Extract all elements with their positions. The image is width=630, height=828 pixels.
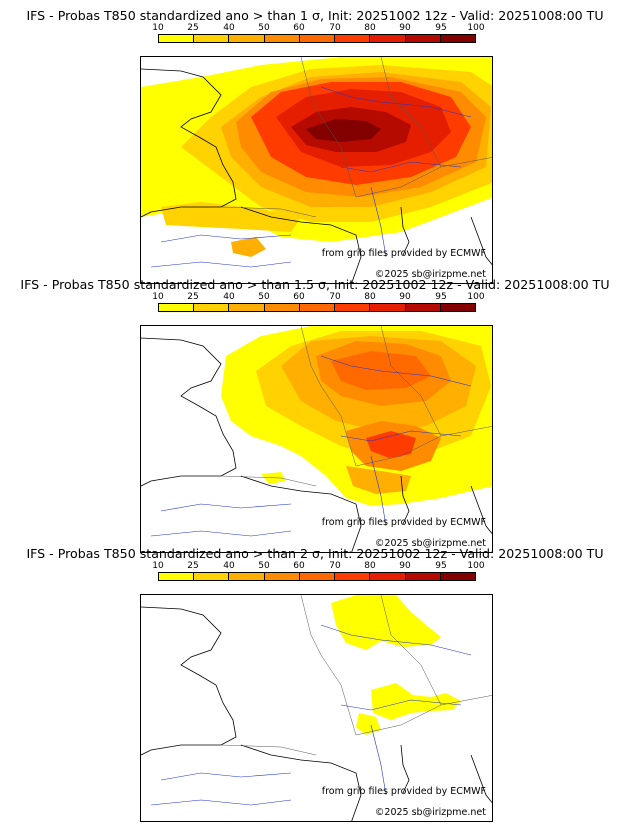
color-segment bbox=[229, 573, 265, 580]
panel-title: IFS - Probas T850 standardized ano > tha… bbox=[26, 546, 604, 561]
color-segment bbox=[264, 304, 300, 311]
coastline bbox=[141, 337, 492, 552]
scale-tick: 100 bbox=[467, 23, 485, 33]
copyright-credit: ©2025 sb@irizpme.net bbox=[374, 807, 486, 818]
color-scale: 10 25 40 50 60 70 80 90 95 100 bbox=[152, 561, 485, 582]
scale-tick: 40 bbox=[223, 23, 235, 33]
scale-tick: 95 bbox=[435, 561, 447, 571]
color-segment bbox=[440, 35, 475, 42]
scale-tick: 40 bbox=[223, 561, 235, 571]
country-borders bbox=[220, 326, 492, 487]
map-panel-2: IFS - Probas T850 standardized ano > tha… bbox=[0, 277, 630, 553]
scale-tick: 90 bbox=[399, 292, 411, 302]
probability-map: from grib files provided by ECMWF ©2025 … bbox=[140, 594, 493, 822]
color-segment bbox=[370, 573, 406, 580]
scale-tick: 40 bbox=[223, 292, 235, 302]
color-segment bbox=[405, 35, 441, 42]
rivers bbox=[150, 624, 472, 806]
scale-tick: 90 bbox=[399, 561, 411, 571]
scale-tick: 50 bbox=[258, 292, 270, 302]
probability-shading bbox=[331, 595, 461, 735]
scale-tick: 80 bbox=[364, 292, 376, 302]
scale-tick: 10 bbox=[152, 23, 164, 33]
scale-tick: 25 bbox=[187, 561, 199, 571]
coastline bbox=[141, 606, 492, 821]
map-panel-3: IFS - Probas T850 standardized ano > tha… bbox=[0, 546, 630, 822]
color-segment bbox=[194, 573, 230, 580]
copyright-credit: ©2025 sb@irizpme.net bbox=[374, 269, 486, 280]
scale-tick: 95 bbox=[435, 292, 447, 302]
data-source-credit: from grib files provided by ECMWF bbox=[321, 786, 486, 797]
scale-tick: 25 bbox=[187, 23, 199, 33]
probability-map: from grib files provided by ECMWF ©2025 … bbox=[140, 325, 493, 553]
color-segment bbox=[159, 573, 195, 580]
color-segment bbox=[335, 304, 371, 311]
color-segment bbox=[405, 573, 441, 580]
scale-tick: 50 bbox=[258, 23, 270, 33]
color-bar bbox=[158, 34, 476, 43]
rivers bbox=[150, 86, 472, 268]
scale-tick: 90 bbox=[399, 23, 411, 33]
color-segment bbox=[194, 304, 230, 311]
color-scale: 10 25 40 50 60 70 80 90 95 100 bbox=[152, 292, 485, 313]
color-segment bbox=[335, 35, 371, 42]
color-segment bbox=[229, 304, 265, 311]
scale-tick: 25 bbox=[187, 292, 199, 302]
coastline bbox=[141, 68, 492, 283]
scale-tick: 70 bbox=[329, 23, 341, 33]
scale-tick: 100 bbox=[467, 561, 485, 571]
scale-tick: 70 bbox=[329, 292, 341, 302]
scale-tick: 60 bbox=[293, 292, 305, 302]
scale-tick: 70 bbox=[329, 561, 341, 571]
color-segment bbox=[264, 35, 300, 42]
scale-tick: 95 bbox=[435, 23, 447, 33]
country-borders bbox=[220, 595, 492, 756]
scale-tick: 80 bbox=[364, 561, 376, 571]
color-bar bbox=[158, 572, 476, 581]
color-segment bbox=[440, 304, 475, 311]
rivers bbox=[150, 355, 472, 537]
color-segment bbox=[264, 573, 300, 580]
color-segment bbox=[335, 573, 371, 580]
panel-title: IFS - Probas T850 standardized ano > tha… bbox=[26, 8, 604, 23]
color-segment bbox=[299, 35, 336, 42]
probability-map: from grib files provided by ECMWF ©2025 … bbox=[140, 56, 493, 284]
panel-title: IFS - Probas T850 standardized ano > tha… bbox=[20, 277, 610, 292]
scale-tick: 10 bbox=[152, 292, 164, 302]
color-segment bbox=[370, 304, 406, 311]
color-segment bbox=[159, 35, 195, 42]
data-source-credit: from grib files provided by ECMWF bbox=[321, 248, 486, 259]
color-segment bbox=[299, 304, 336, 311]
color-segment bbox=[370, 35, 406, 42]
color-bar bbox=[158, 303, 476, 312]
scale-tick: 100 bbox=[467, 292, 485, 302]
color-segment bbox=[194, 35, 230, 42]
data-source-credit: from grib files provided by ECMWF bbox=[321, 517, 486, 528]
color-scale: 10 25 40 50 60 70 80 90 95 100 bbox=[152, 23, 485, 44]
color-segment bbox=[405, 304, 441, 311]
color-segment bbox=[229, 35, 265, 42]
color-segment bbox=[440, 573, 475, 580]
copyright-credit: ©2025 sb@irizpme.net bbox=[374, 538, 486, 549]
probability-shading bbox=[221, 326, 492, 506]
color-segment bbox=[159, 304, 195, 311]
scale-tick: 10 bbox=[152, 561, 164, 571]
map-panel-1: IFS - Probas T850 standardized ano > tha… bbox=[0, 8, 630, 284]
probability-shading bbox=[141, 57, 492, 257]
scale-tick: 50 bbox=[258, 561, 270, 571]
scale-tick: 80 bbox=[364, 23, 376, 33]
scale-tick: 60 bbox=[293, 561, 305, 571]
country-borders bbox=[220, 57, 492, 218]
scale-tick: 60 bbox=[293, 23, 305, 33]
color-segment bbox=[299, 573, 336, 580]
